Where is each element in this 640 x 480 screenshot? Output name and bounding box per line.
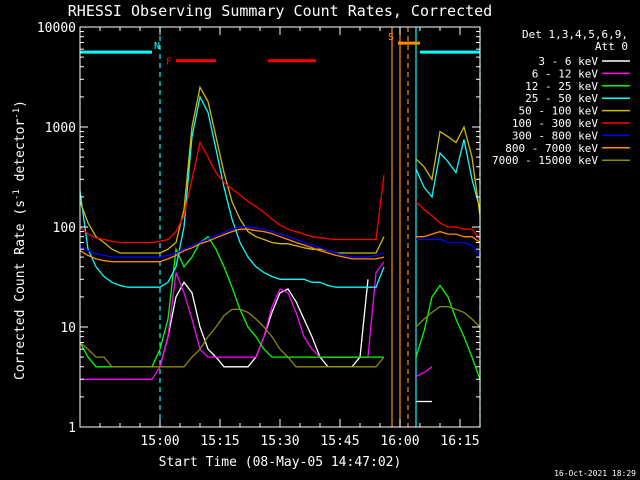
series-50-100-kev-line [79, 85, 385, 254]
x-tick-label-5: 16:15 [440, 434, 479, 449]
chart-title: RHESSI Observing Summary Count Rates, Co… [68, 2, 492, 20]
y-tick-label-0: 1 [68, 421, 76, 436]
series-25-50-kev-line-segment-2 [415, 139, 481, 210]
plot-area: NF S [79, 27, 481, 427]
series-3-6-kev-line-segment-2 [159, 279, 369, 368]
y-axis-label-sup2: -1 [12, 108, 22, 119]
series-50-100-kev-line-segment-2 [415, 125, 481, 216]
series-100-300-kev-line [79, 140, 385, 244]
x-tick-label-1: 15:15 [200, 434, 239, 449]
y-axis-label-main: Corrected Count Rate (s [13, 200, 28, 380]
legend-label-5: 100 - 300 keV [512, 117, 598, 130]
series-6-12-kev-line-segment-2 [415, 366, 433, 378]
series-7000-15000-kev-line [79, 308, 385, 368]
y-tick-label-1: 10 [60, 321, 76, 336]
legend-label-0: 3 - 6 keV [538, 55, 598, 68]
series-800-7000-kev-line-segment-2 [416, 230, 481, 244]
x-axis-label: Start Time (08-May-05 14:47:02) [159, 455, 402, 470]
series-25-50-kev-line [79, 94, 385, 288]
flag-N-label: N [154, 41, 160, 52]
legend-label-8: 7000 - 15000 keV [492, 154, 598, 167]
series-300-800-kev-line-segment-2 [416, 238, 481, 258]
series-6-12-kev-line [80, 261, 385, 380]
series-7000-15000-kev-line-segment-2 [415, 305, 481, 328]
axes: 15:00 15:15 15:30 15:45 16:00 16:15 1 10 100 1000… [37, 21, 481, 449]
series-12-25-kev-line-segment-2 [415, 284, 481, 380]
legend-label-4: 50 - 100 keV [519, 105, 599, 118]
legend-label-1: 6 - 12 keV [532, 67, 599, 80]
flag-F-label: F [166, 57, 172, 68]
x-tick-label-3: 15:45 [320, 434, 359, 449]
x-tick-label-0: 15:00 [140, 434, 179, 449]
footer-date: 16-Oct-2021 18:29 [554, 469, 636, 478]
y-axis-label-end: ) [13, 100, 28, 108]
series-800-7000-kev-line [79, 228, 385, 263]
y-tick-label-3: 1000 [45, 121, 76, 136]
x-tick-label-4: 16:00 [380, 434, 419, 449]
legend-label-2: 12 - 25 keV [525, 80, 598, 93]
y-tick-label-2: 100 [53, 221, 76, 236]
legend-header-1: Att 0 [595, 40, 628, 53]
series-300-800-kev-line [79, 226, 385, 258]
y-tick-label-4: 10000 [37, 21, 76, 36]
x-tick-label-2: 15:30 [260, 434, 299, 449]
y-axis-label-mid: detector [13, 119, 28, 190]
y-axis-label-sup1: -1 [12, 189, 22, 200]
legend-label-6: 300 - 800 keV [512, 129, 598, 142]
series-100-300-kev-line-segment-2 [415, 201, 481, 240]
legend-label-3: 25 - 50 keV [525, 92, 598, 105]
legend-label-7: 800 - 7000 keV [505, 142, 598, 155]
y-axis-label: Corrected Count Rate (s-1 detector-1) [12, 100, 28, 380]
flag-S-label: S [388, 32, 394, 43]
legend-header-0: Det 1,3,4,5,6,9, [522, 28, 628, 41]
